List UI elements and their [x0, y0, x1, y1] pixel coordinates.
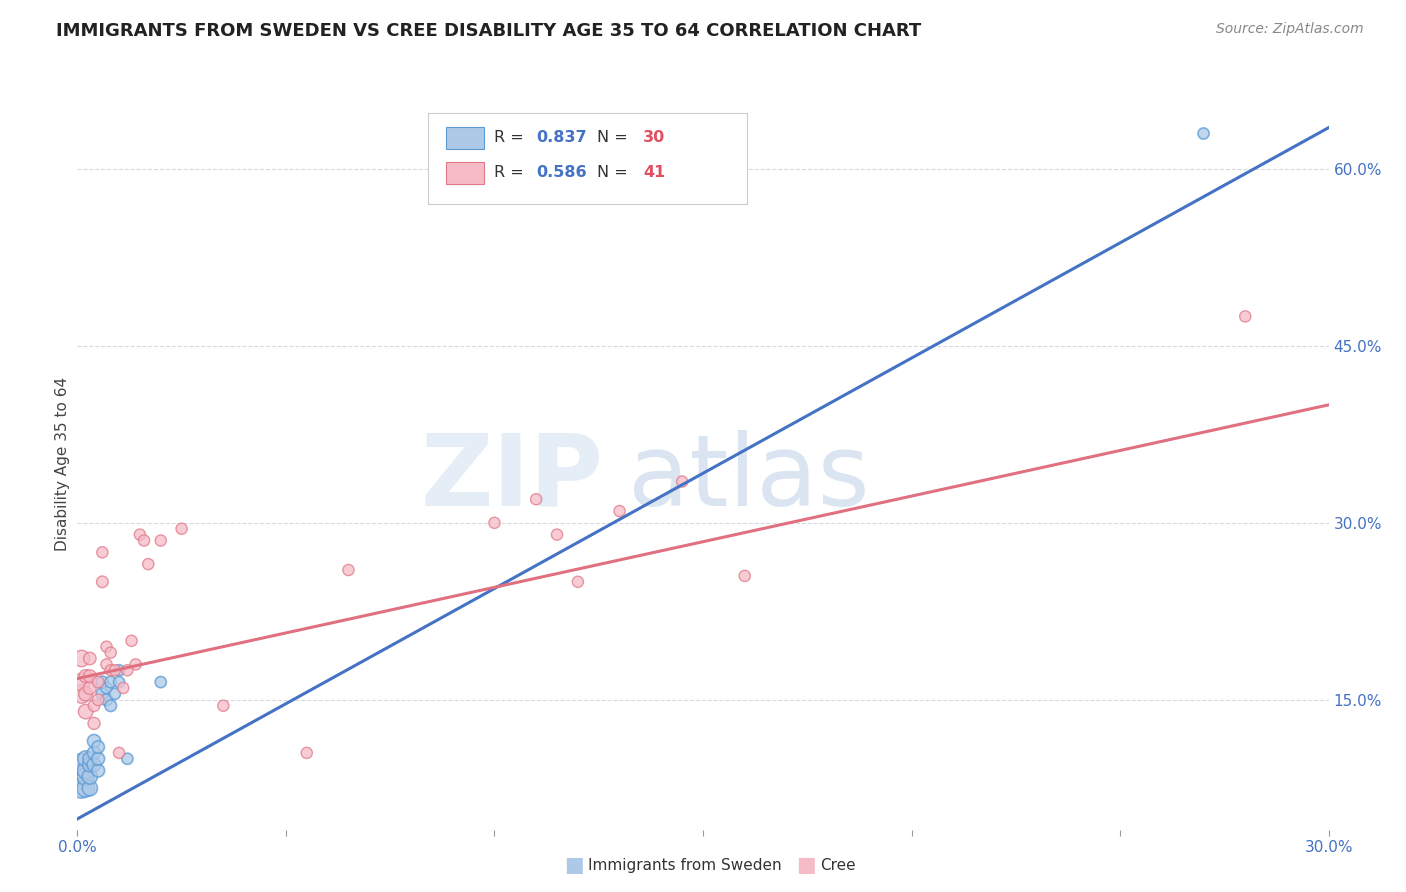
Text: atlas: atlas: [628, 430, 869, 527]
Point: [75, 752, 97, 766]
Point: [96, 657, 118, 672]
Point: [79, 752, 101, 766]
Point: [117, 752, 139, 766]
Y-axis label: Disability Age 35 to 64: Disability Age 35 to 64: [55, 376, 70, 551]
Text: ■: ■: [564, 855, 583, 875]
Point: [87, 693, 110, 707]
Point: [75, 769, 97, 783]
Point: [108, 675, 131, 690]
Point: [567, 574, 589, 589]
Point: [337, 563, 360, 577]
Point: [87, 739, 110, 754]
FancyBboxPatch shape: [427, 112, 747, 204]
Point: [524, 492, 547, 507]
Point: [117, 663, 139, 677]
Text: 0.837: 0.837: [537, 130, 588, 145]
Point: [125, 657, 148, 672]
Text: Cree: Cree: [820, 858, 855, 872]
Point: [1192, 127, 1215, 141]
Point: [108, 746, 131, 760]
Point: [79, 669, 101, 683]
Point: [83, 757, 105, 772]
FancyBboxPatch shape: [447, 127, 484, 149]
Point: [91, 675, 114, 690]
Point: [79, 781, 101, 796]
Point: [129, 527, 152, 541]
Point: [100, 698, 122, 713]
Point: [104, 663, 127, 677]
Point: [112, 681, 135, 695]
Point: [170, 522, 193, 536]
Point: [87, 752, 110, 766]
Point: [136, 557, 159, 571]
Point: [87, 675, 110, 690]
Point: [609, 504, 631, 518]
Text: IMMIGRANTS FROM SWEDEN VS CREE DISABILITY AGE 35 TO 64 CORRELATION CHART: IMMIGRANTS FROM SWEDEN VS CREE DISABILIT…: [56, 22, 921, 40]
Point: [87, 764, 110, 778]
Point: [75, 705, 97, 719]
Text: ZIP: ZIP: [420, 430, 603, 527]
Point: [83, 746, 105, 760]
Point: [104, 687, 127, 701]
Point: [132, 533, 155, 548]
Text: N =: N =: [596, 130, 633, 145]
Text: 41: 41: [643, 165, 665, 180]
Point: [70, 781, 93, 796]
Point: [108, 663, 131, 677]
Text: ■: ■: [796, 855, 815, 875]
Point: [149, 533, 172, 548]
Point: [484, 516, 506, 530]
Point: [212, 698, 235, 713]
Point: [75, 764, 97, 778]
Point: [671, 475, 693, 489]
Point: [75, 687, 97, 701]
Point: [83, 698, 105, 713]
Point: [100, 675, 122, 690]
Text: Source: ZipAtlas.com: Source: ZipAtlas.com: [1216, 22, 1364, 37]
Point: [295, 746, 318, 760]
Text: N =: N =: [596, 165, 633, 180]
Point: [70, 769, 93, 783]
Point: [91, 687, 114, 701]
Point: [79, 769, 101, 783]
Point: [79, 757, 101, 772]
Point: [96, 693, 118, 707]
Point: [70, 757, 93, 772]
Point: [91, 574, 114, 589]
Point: [121, 633, 143, 648]
Point: [149, 675, 172, 690]
Point: [96, 681, 118, 695]
Text: Immigrants from Sweden: Immigrants from Sweden: [588, 858, 782, 872]
Point: [75, 669, 97, 683]
Text: 0.586: 0.586: [537, 165, 588, 180]
Text: 30: 30: [643, 130, 665, 145]
Point: [79, 651, 101, 665]
FancyBboxPatch shape: [447, 161, 484, 184]
Point: [1234, 310, 1257, 324]
Point: [100, 646, 122, 660]
Point: [734, 569, 756, 583]
Point: [546, 527, 568, 541]
Point: [70, 675, 93, 690]
Point: [75, 781, 97, 796]
Text: R =: R =: [494, 165, 529, 180]
Point: [650, 138, 672, 153]
Point: [91, 545, 114, 559]
Point: [70, 687, 93, 701]
Point: [70, 651, 93, 665]
Point: [100, 663, 122, 677]
Text: R =: R =: [494, 130, 529, 145]
Point: [83, 734, 105, 748]
Point: [83, 716, 105, 731]
Point: [79, 681, 101, 695]
Point: [96, 640, 118, 654]
